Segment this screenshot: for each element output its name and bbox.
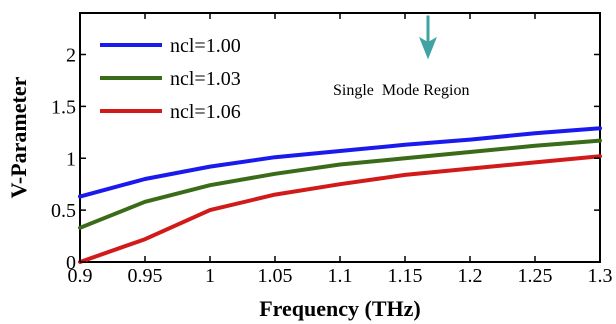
y-axis-ticks: 0 0.5 1 1.5 2 [51, 45, 600, 274]
plot-frame [79, 12, 601, 263]
annotation-single-mode-region: Single Mode Region [333, 82, 469, 99]
x-tick-label: 1.1 [328, 265, 353, 287]
y-tick-label: 1 [66, 148, 76, 170]
y-tick-label: 1.5 [51, 96, 76, 118]
x-tick-label: 0.95 [128, 265, 163, 287]
x-tick-label: 1.15 [388, 265, 423, 287]
legend-label-2: ncl=1.03 [170, 68, 241, 90]
x-tick-label: 1.25 [518, 265, 553, 287]
series-line-1 [78, 126, 602, 199]
x-axis-title: Frequency (THz) [259, 296, 421, 321]
x-tick-label: 1.3 [588, 265, 613, 287]
series-line-2 [78, 138, 602, 230]
x-tick-label: 1 [205, 265, 215, 287]
legend-label-1: ncl=1.00 [170, 35, 241, 57]
y-axis-title: V-Parameter [6, 76, 31, 198]
legend: ncl=1.00 ncl=1.03 ncl=1.06 [100, 35, 241, 123]
series-line-3 [78, 154, 602, 264]
x-axis-ticks: 0.9 0.95 1 1.05 1.1 1.15 1.2 1.25 1.3 [68, 13, 613, 287]
x-tick-label: 1.2 [458, 265, 483, 287]
down-arrow-icon [419, 15, 437, 60]
plot-area: 0.9 0.95 1 1.05 1.1 1.15 1.2 1.25 1.3 0 0.5 1 1.5 2 [51, 12, 613, 287]
y-tick-label: 2 [66, 45, 76, 67]
y-tick-label: 0.5 [51, 200, 76, 222]
legend-label-3: ncl=1.06 [170, 101, 241, 123]
y-tick-label: 0 [66, 252, 76, 274]
annotation: Single Mode Region [333, 15, 469, 99]
x-tick-label: 0.9 [68, 265, 93, 287]
series-lines [78, 126, 602, 264]
x-tick-label: 1.05 [258, 265, 293, 287]
